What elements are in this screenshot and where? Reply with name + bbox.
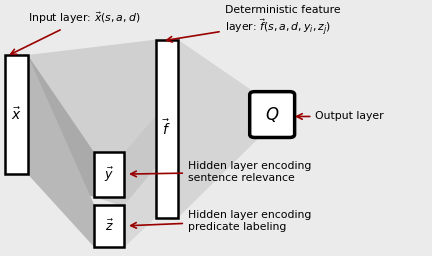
Text: Output layer: Output layer: [297, 111, 384, 122]
Polygon shape: [28, 55, 124, 247]
FancyBboxPatch shape: [250, 92, 295, 137]
Text: Input layer: $\vec{x}(s,a,d)$: Input layer: $\vec{x}(s,a,d)$: [11, 10, 140, 54]
Text: $Q$: $Q$: [265, 105, 280, 124]
Text: Hidden layer encoding
sentence relevance: Hidden layer encoding sentence relevance: [131, 161, 311, 183]
Text: $\vec{x}$: $\vec{x}$: [11, 106, 22, 123]
Polygon shape: [178, 40, 272, 218]
Text: $\vec{f}$: $\vec{f}$: [162, 119, 171, 138]
Bar: [5, 55, 28, 174]
Polygon shape: [28, 55, 124, 197]
Text: $\vec{y}$: $\vec{y}$: [105, 166, 114, 184]
Bar: [94, 205, 124, 247]
Polygon shape: [124, 116, 156, 218]
Text: Deterministic feature
layer: $\vec{f}(s,a,d,y_i,z_j)$: Deterministic feature layer: $\vec{f}(s,…: [167, 5, 340, 42]
Bar: [156, 40, 178, 218]
Polygon shape: [124, 168, 156, 247]
Bar: [94, 152, 124, 197]
Text: $\vec{z}$: $\vec{z}$: [105, 218, 114, 233]
Text: Hidden layer encoding
predicate labeling: Hidden layer encoding predicate labeling: [131, 210, 311, 231]
Polygon shape: [28, 40, 156, 218]
